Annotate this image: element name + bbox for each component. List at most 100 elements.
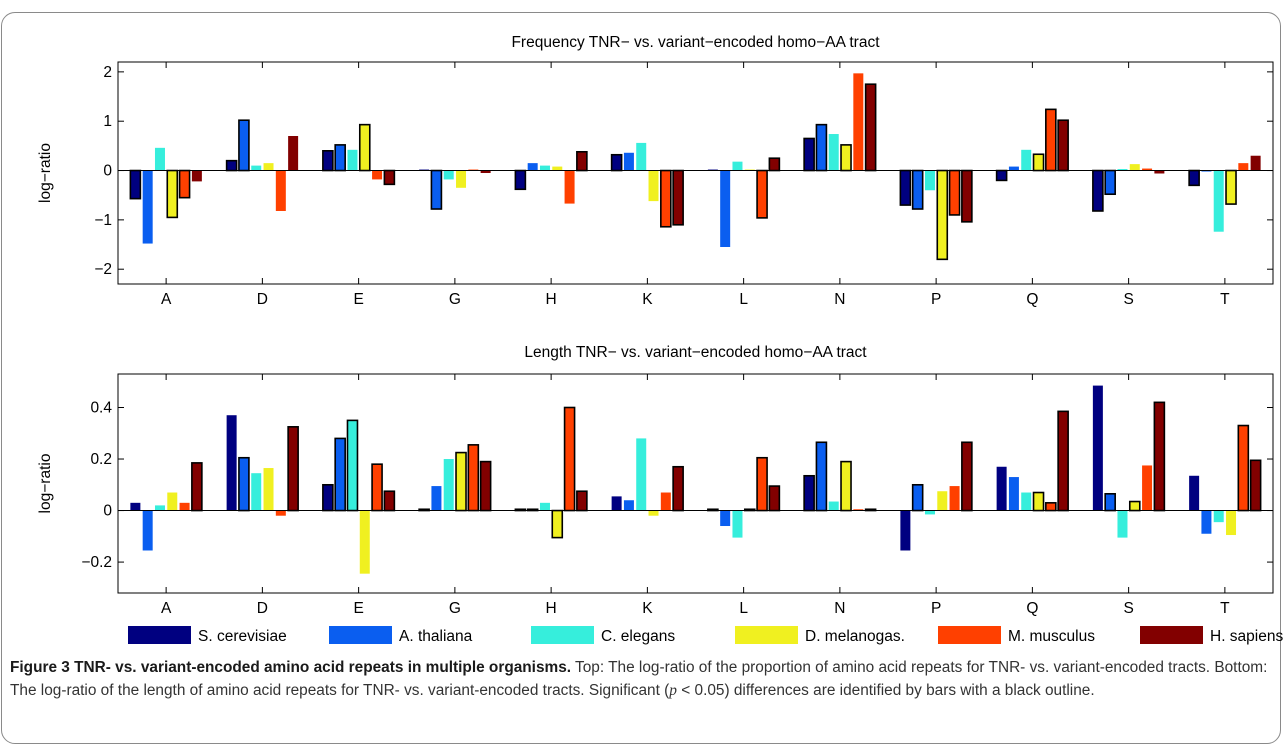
figure-caption: Figure 3 TNR- vs. variant-encoded amino …: [10, 656, 1272, 702]
bar-G-4: [467, 444, 480, 512]
bar-D-4: [275, 170, 286, 211]
bar-Q-5: [1057, 410, 1069, 512]
bar-N-2: [828, 501, 839, 511]
x-tick-label: A: [161, 600, 172, 617]
bar-P-5: [961, 441, 973, 512]
frequency-chart-panel: −2 −1 0 1 2 A D E G H K L N P Q S T Frequency TNR− vs. va…: [37, 34, 1274, 308]
bar-N-3: [840, 460, 852, 512]
bar-K-4: [660, 169, 672, 228]
bar-E-0: [322, 483, 334, 512]
bar-D-2: [251, 165, 262, 171]
y-tick-label: −0.2: [81, 554, 112, 571]
legend-swatch-4: [938, 626, 1001, 644]
bar-D-4: [275, 510, 286, 516]
y-axis-label: log−ratio: [37, 143, 54, 203]
bar-N-1: [815, 123, 828, 172]
bar-G-2: [443, 170, 454, 180]
y-tick-label: −1: [94, 212, 112, 229]
bar-S-4: [1142, 465, 1153, 511]
bar-Q-1: [1008, 477, 1019, 511]
bar-Q-4: [1045, 108, 1057, 172]
bar-G-3: [456, 170, 467, 188]
bar-T-0: [1188, 169, 1200, 187]
x-tick-label: D: [257, 291, 268, 308]
bar-H-5: [576, 150, 588, 172]
bar-H-4: [563, 406, 576, 512]
bar-D-1: [238, 456, 250, 512]
y-tick-label: 2: [103, 64, 112, 81]
bar-E-4: [371, 463, 383, 512]
bar-Q-4: [1045, 502, 1057, 512]
bar-L-1: [720, 170, 731, 247]
bar-L-1: [720, 510, 731, 527]
bar-E-3: [358, 123, 371, 172]
bar-E-1: [334, 437, 346, 512]
legend-label-5: H. sapiens: [1210, 628, 1283, 645]
bar-N-2: [828, 134, 839, 171]
bar-P-4: [949, 486, 960, 511]
bar-T-4: [1238, 163, 1249, 171]
bar-L-2: [732, 510, 743, 538]
x-tick-label: D: [257, 600, 268, 617]
bar-H-3: [551, 509, 564, 539]
bar-P-1: [911, 169, 924, 210]
x-tick-label: A: [161, 291, 172, 308]
bar-A-2: [154, 505, 165, 511]
bar-E-5: [383, 490, 396, 512]
bar-D-0: [225, 159, 238, 172]
bar-K-1: [623, 152, 634, 171]
bar-H-4: [564, 170, 575, 204]
legend-label-0: S. cerevisiae: [198, 628, 287, 645]
bar-T-2: [1213, 170, 1224, 232]
bar-A-4: [178, 169, 191, 199]
x-tick-label: L: [739, 291, 748, 308]
bar-K-2: [636, 142, 647, 171]
bar-K-3: [648, 510, 659, 516]
bar-H-2: [539, 165, 550, 171]
bar-E-2: [347, 149, 358, 171]
bar-Q-3: [1032, 153, 1045, 172]
bar-T-3: [1226, 510, 1237, 536]
bar-H-2: [539, 502, 550, 511]
bar-P-5: [961, 169, 973, 223]
bar-E-3: [359, 510, 370, 574]
bar-H-1: [527, 163, 538, 171]
x-tick-label: L: [739, 600, 748, 617]
bar-P-0: [900, 510, 911, 551]
legend-label-3: D. melanogas.: [805, 628, 905, 645]
bar-L-4: [756, 169, 768, 219]
bar-N-5: [864, 83, 877, 172]
bar-Q-0: [995, 169, 1008, 182]
bar-P-4: [948, 169, 961, 216]
bar-T-4: [1237, 424, 1250, 512]
bar-N-0: [803, 137, 815, 172]
legend-swatch-0: [128, 626, 191, 644]
legend-label-1: A. thaliana: [399, 628, 473, 645]
bar-K-5: [672, 169, 684, 226]
bar-K-2: [636, 438, 647, 511]
caption-p-symbol: p: [669, 682, 677, 699]
x-tick-label: K: [642, 291, 653, 308]
plot-area-frame: [117, 61, 1274, 285]
x-tick-label: T: [1220, 600, 1230, 617]
bar-Q-5: [1057, 119, 1069, 172]
y-axis-label: log−ratio: [37, 454, 54, 514]
bar-A-5: [191, 462, 203, 512]
bar-G-5: [480, 170, 491, 173]
bar-P-0: [899, 169, 912, 206]
bar-P-3: [937, 491, 948, 511]
legend-label-2: C. elegans: [601, 628, 675, 645]
y-tick-label: 1: [103, 113, 112, 130]
bar-Q-2: [1021, 149, 1032, 171]
bar-N-1: [815, 441, 828, 512]
bar-S-1: [1104, 493, 1116, 512]
bar-H-5: [576, 490, 588, 512]
x-tick-label: K: [642, 600, 653, 617]
bar-A-1: [142, 510, 153, 551]
bar-Q-0: [996, 466, 1007, 511]
x-tick-label: E: [353, 291, 363, 308]
bar-S-5: [1153, 401, 1166, 512]
caption-text-2: < 0.05) differences are identified by ba…: [676, 682, 1095, 699]
bar-D-5: [287, 426, 299, 512]
bar-K-5: [672, 465, 684, 512]
